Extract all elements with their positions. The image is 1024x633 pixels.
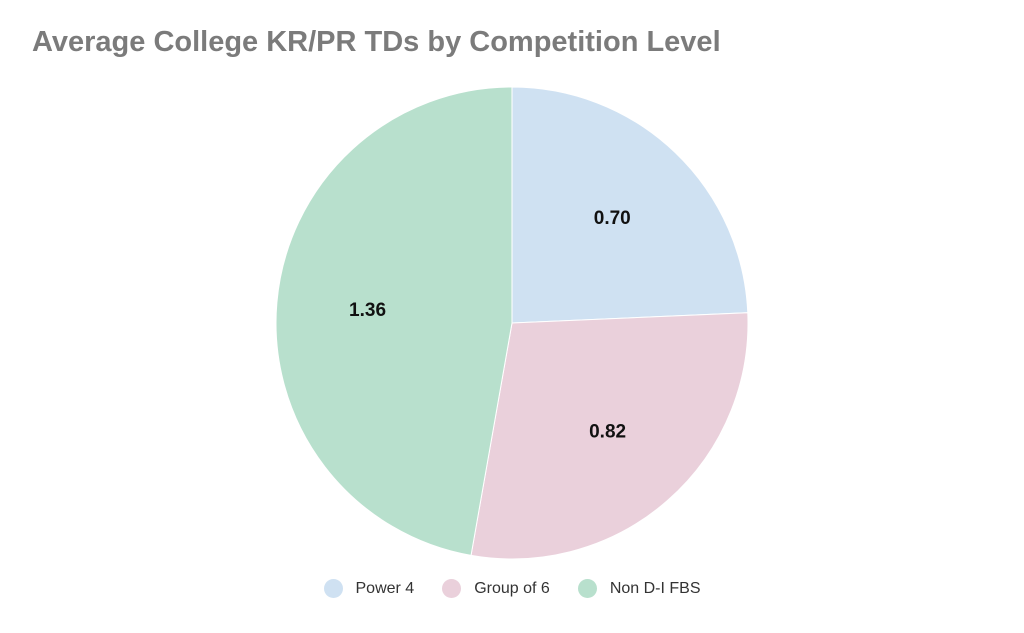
legend-item-power-4[interactable]: Power 4 — [323, 579, 415, 598]
chart-legend: Power 4 Group of 6 Non D-I FBS — [0, 579, 1024, 598]
pie-slice-power-4[interactable] — [511, 86, 749, 324]
legend-swatch-power-4 — [323, 579, 343, 598]
pie-slice-group-of-6[interactable] — [470, 312, 749, 560]
chart-title: Average College KR/PR TDs by Competition… — [32, 26, 721, 58]
legend-item-non-d-i-fbs[interactable]: Non D-I FBS — [577, 579, 701, 598]
data-label-group-of-6: 0.82 — [589, 422, 626, 443]
legend-swatch-group-of-6 — [442, 579, 462, 598]
legend-swatch-non-d-i-fbs — [577, 579, 597, 598]
legend-label-group-of-6: Group of 6 — [474, 579, 550, 597]
data-label-power-4: 0.70 — [594, 208, 631, 229]
pie-slice-non-d-i-fbs[interactable] — [275, 86, 513, 556]
legend-item-group-of-6[interactable]: Group of 6 — [442, 579, 550, 598]
legend-label-non-d-i-fbs: Non D-I FBS — [609, 579, 701, 597]
legend-label-power-4: Power 4 — [355, 579, 415, 597]
data-label-non-d-i-fbs: 1.36 — [349, 300, 386, 321]
